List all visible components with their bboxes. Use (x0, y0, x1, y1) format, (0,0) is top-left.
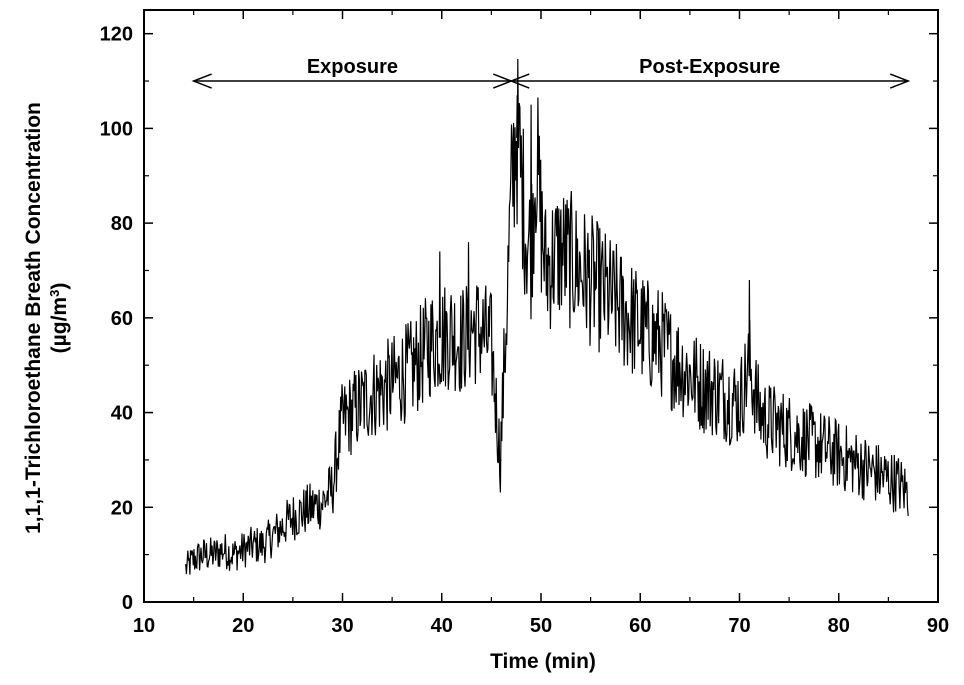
x-tick-label: 90 (927, 615, 949, 637)
x-tick-label: 20 (232, 615, 254, 637)
data-series-line (185, 58, 909, 575)
y-tick-label: 20 (111, 497, 133, 519)
annotation-label: Post-Exposure (639, 56, 780, 78)
x-tick-label: 60 (629, 615, 651, 637)
annotation-arrowhead-left (191, 73, 212, 89)
x-tick-label: 50 (530, 615, 552, 637)
x-tick-label: 10 (133, 615, 155, 637)
x-tick-label: 40 (431, 615, 453, 637)
annotation-arrowhead-right (889, 73, 911, 89)
y-tick-label: 60 (111, 308, 133, 330)
y-tick-label: 120 (100, 24, 133, 46)
annotation-arrowhead-left (509, 73, 530, 89)
x-tick-label: 30 (331, 615, 353, 637)
y-axis-title: 1,1,1-Trichloroethane Breath Concentrati… (22, 102, 45, 534)
annotation-label: Exposure (307, 56, 398, 78)
y-tick-label: 80 (111, 213, 133, 235)
y-tick-label: 100 (100, 118, 133, 140)
x-tick-label: 70 (728, 615, 750, 637)
plot-area-frame (143, 9, 939, 603)
x-tick-label: 80 (828, 615, 850, 637)
y-tick-label: 0 (122, 592, 133, 614)
x-axis-title: Time (min) (490, 650, 596, 673)
y-tick-label: 40 (111, 403, 133, 425)
y-axis-unit: (µg/m3) (47, 283, 72, 354)
